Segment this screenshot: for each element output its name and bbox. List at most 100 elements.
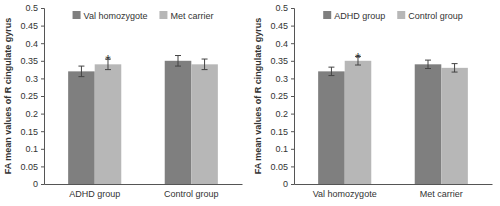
bar xyxy=(318,71,345,184)
error-bar-cap xyxy=(202,69,208,70)
bar xyxy=(441,68,468,184)
y-axis-line xyxy=(41,9,45,185)
error-bar-stem xyxy=(454,64,455,72)
bar xyxy=(345,61,372,184)
y-tick-label: 0.1 xyxy=(25,144,38,154)
y-tick-label: 0.5 xyxy=(275,3,288,13)
y-tick: 0.05 xyxy=(20,162,44,172)
legend-label: ADHD group xyxy=(334,11,385,21)
y-tick-mark xyxy=(41,8,44,9)
y-tick-label: 0.3 xyxy=(275,74,288,84)
legend-item: Control group xyxy=(397,11,463,21)
marks xyxy=(318,57,468,184)
error-bar xyxy=(175,56,181,67)
y-tick: 0.1 xyxy=(275,144,294,154)
y-tick-mark xyxy=(291,114,294,115)
bar xyxy=(68,71,95,184)
y-tick: 0.15 xyxy=(20,127,44,137)
x-axis: Val homozygote Met carrier xyxy=(295,184,493,199)
y-tick: 0.05 xyxy=(270,162,294,172)
y-tick-label: 0.15 xyxy=(270,127,288,137)
y-tick-label: 0.2 xyxy=(275,109,288,119)
legend: Val homozygoteMet carrier xyxy=(73,11,214,21)
y-tick-mark xyxy=(291,8,294,9)
error-bar-stem xyxy=(81,66,82,77)
y-tick: 0.3 xyxy=(25,74,44,84)
y-axis: 00.050.10.150.20.250.30.350.40.450.5 xyxy=(20,3,44,189)
y-tick: 0.5 xyxy=(275,3,294,13)
series xyxy=(318,60,441,184)
legend-swatch xyxy=(323,11,331,19)
y-tick: 0.3 xyxy=(275,74,294,84)
x-axis-line xyxy=(295,184,493,185)
error-bar-stem xyxy=(331,67,332,75)
y-tick-mark xyxy=(41,78,44,79)
y-tick: 0.1 xyxy=(25,144,44,154)
y-tick-mark xyxy=(41,184,44,185)
error-bar xyxy=(328,67,334,75)
y-tick: 0.2 xyxy=(25,109,44,119)
y-tick: 0.45 xyxy=(270,21,294,31)
x-axis-line xyxy=(45,184,243,185)
error-bar xyxy=(425,60,431,68)
y-axis-line xyxy=(291,9,295,185)
x-tick-label: Met carrier xyxy=(420,189,463,199)
y-tick: 0.2 xyxy=(275,109,294,119)
legend-swatch xyxy=(73,11,81,19)
x-tick-label: Val homozygote xyxy=(313,189,377,199)
series xyxy=(68,56,191,184)
x-tick: Met carrier xyxy=(420,184,463,199)
y-tick-label: 0.35 xyxy=(270,56,288,66)
figure: 0 0.05 0.1 0.15 0.2 0.25 0.3 0.35 0.4 0.45 0.5 ADHD… xyxy=(0,0,500,206)
y-tick: 0.4 xyxy=(25,39,44,49)
y-tick-label: 0.4 xyxy=(275,39,288,49)
error-bar-cap xyxy=(78,66,84,67)
y-tick-mark xyxy=(41,131,44,132)
y-tick-label: 0.05 xyxy=(270,162,288,172)
y-tick: 0.35 xyxy=(270,56,294,66)
error-bar-cap xyxy=(175,66,181,67)
error-bar-cap xyxy=(425,60,431,61)
x-tick: ADHD group xyxy=(69,184,120,199)
y-tick: 0.35 xyxy=(20,56,44,66)
y-axis-title: FA mean values of R cingulate gyrus xyxy=(3,18,13,175)
error-bar-stem xyxy=(178,56,179,67)
y-tick-label: 0.3 xyxy=(25,74,38,84)
y-axis: 0 0.05 0.1 0.15 0.2 0.25 0.3 0.35 0.4 0.45 0.5 xyxy=(270,3,294,189)
y-tick-mark xyxy=(41,26,44,27)
y-tick-mark xyxy=(291,149,294,150)
error-bar-cap xyxy=(202,59,208,60)
y-tick-mark xyxy=(291,61,294,62)
legend: ADHD group Control group xyxy=(323,11,463,21)
y-tick-label: 0.25 xyxy=(20,91,38,101)
error-bar xyxy=(202,59,208,70)
y-tick: 0.5 xyxy=(25,3,44,13)
y-tick: 0.45 xyxy=(20,21,44,31)
annotation: * xyxy=(105,52,111,68)
legend-item: Val homozygote xyxy=(73,11,148,21)
series xyxy=(95,59,218,184)
y-tick-label: 0.45 xyxy=(20,21,38,31)
bar xyxy=(165,61,192,184)
series xyxy=(345,57,468,184)
y-tick-mark xyxy=(291,166,294,167)
error-bar-cap xyxy=(452,72,458,73)
y-axis-title: FA mean values of R cingulate gyrus xyxy=(253,18,263,175)
error-bar-cap xyxy=(175,55,181,56)
y-tick: 0.15 xyxy=(270,127,294,137)
y-tick-label: 0.4 xyxy=(25,39,38,49)
bar xyxy=(95,64,122,184)
error-bar-cap xyxy=(425,68,431,69)
bar xyxy=(415,64,442,184)
x-tick-label: Control group xyxy=(164,189,219,199)
error-bar-cap xyxy=(328,75,334,76)
error-bar-cap xyxy=(452,63,458,64)
error-bar-stem xyxy=(428,60,429,68)
error-bar xyxy=(452,64,458,72)
y-tick-label: 0 xyxy=(283,179,288,189)
y-tick-label: 0.5 xyxy=(25,3,38,13)
y-tick-label: 0.1 xyxy=(275,144,288,154)
plot-area: 00.050.10.150.20.250.30.350.40.450.5ADHD… xyxy=(20,3,242,199)
y-tick-mark xyxy=(291,184,294,185)
y-tick-label: 0.25 xyxy=(270,91,288,101)
